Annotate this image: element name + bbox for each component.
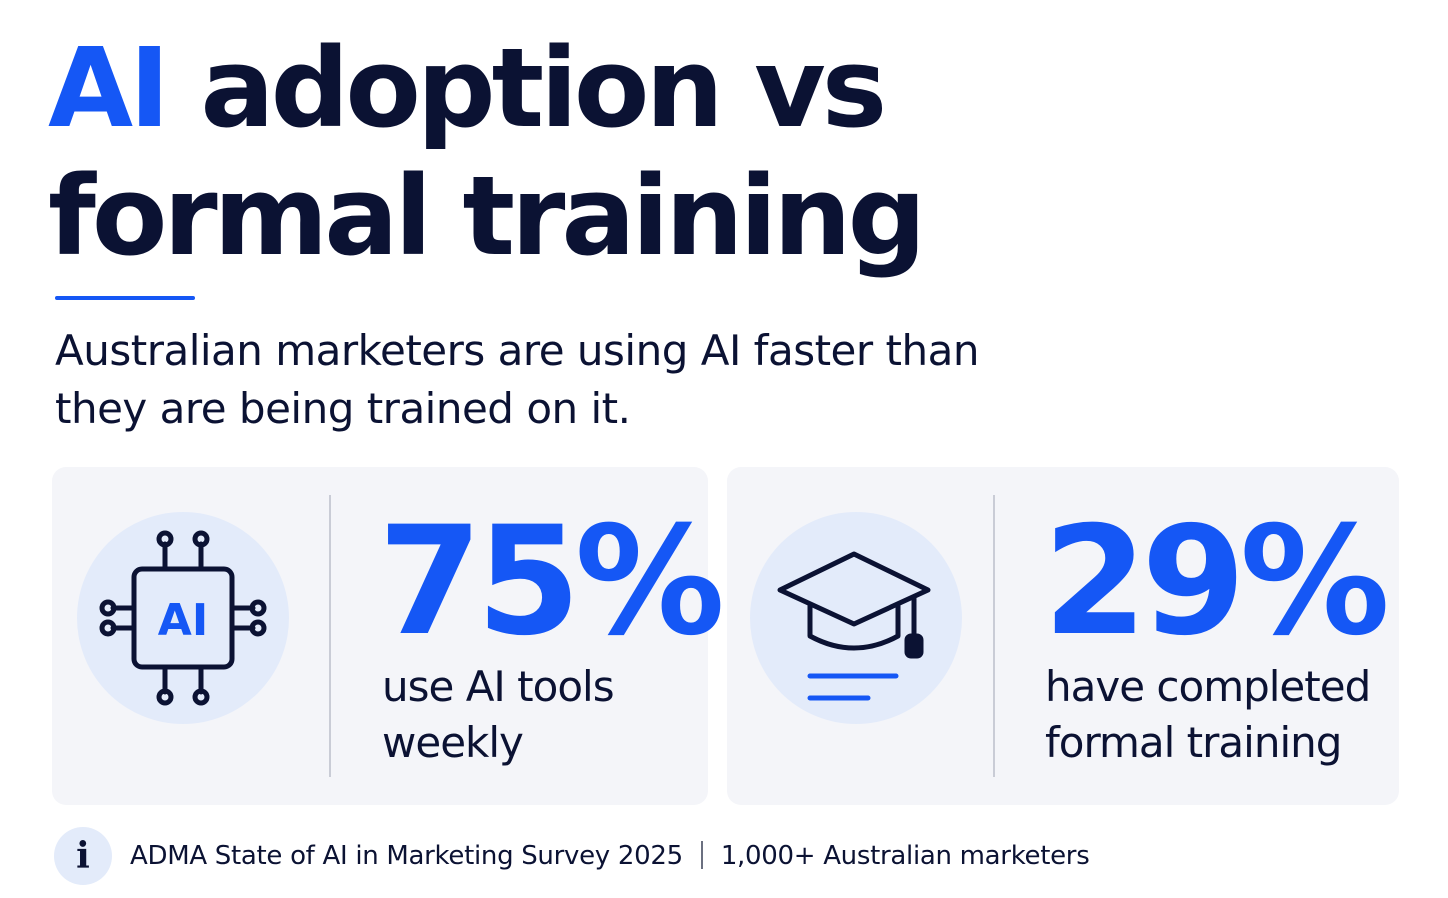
source-note: ADMA State of AI in Marketing Survey 202… bbox=[130, 838, 1090, 874]
card-divider bbox=[329, 495, 331, 777]
subtitle: Australian marketers are using AI faster… bbox=[55, 326, 979, 433]
graduation-cap-icon bbox=[750, 512, 962, 724]
stat-value-formal-training: 29% bbox=[1043, 495, 1390, 669]
stat-label-ai-usage: use AI tools weekly bbox=[382, 662, 615, 767]
source-name: ADMA State of AI in Marketing Survey 202… bbox=[130, 841, 683, 871]
title-underline bbox=[55, 296, 195, 300]
title-accent: AI bbox=[48, 24, 170, 152]
stat-card-ai-usage: AI 75% use AI tools weekly bbox=[52, 467, 725, 805]
footer-separator bbox=[700, 841, 703, 869]
svg-text:AI: AI bbox=[158, 595, 208, 646]
stat-label-formal-training: have completed formal training bbox=[1045, 662, 1371, 767]
title-line2: formal training bbox=[48, 152, 926, 280]
ai-chip-icon: AI bbox=[77, 512, 289, 724]
card-divider bbox=[993, 495, 995, 777]
title-line1-rest: adoption vs bbox=[166, 24, 887, 152]
sample-size: 1,000+ Australian marketers bbox=[720, 841, 1090, 871]
stat-card-formal-training: 29% have completed formal training bbox=[727, 467, 1399, 805]
stat-value-ai-usage: 75% bbox=[378, 495, 725, 669]
page-title: AI adoption vs formal training bbox=[48, 24, 926, 280]
info-icon: i bbox=[54, 827, 112, 885]
